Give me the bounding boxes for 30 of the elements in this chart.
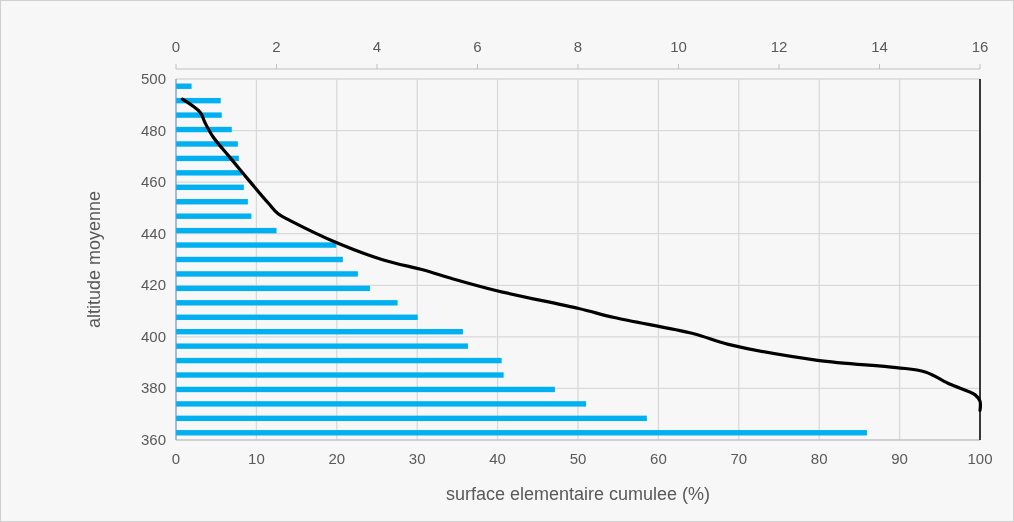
x2-tick-label: 4 xyxy=(372,38,382,55)
x2-tick-label: 10 xyxy=(670,38,687,55)
x-tick-label: 70 xyxy=(730,450,748,467)
x2-tick-label: 16 xyxy=(971,38,989,55)
x-tick-label: 40 xyxy=(489,450,506,467)
x-tick-label: 10 xyxy=(248,450,265,467)
y-tick-label: 460 xyxy=(140,173,166,191)
x-tick-label: 0 xyxy=(171,450,181,467)
x2-tick-label: 8 xyxy=(573,38,583,55)
x-axis-title: surface elementaire cumulee (%) xyxy=(445,484,711,504)
y-tick-label: 400 xyxy=(140,327,166,345)
x-tick-label: 30 xyxy=(408,450,426,467)
x2-tick-label: 2 xyxy=(272,38,281,55)
y-tick-label: 360 xyxy=(140,431,166,448)
y-tick-label: 500 xyxy=(140,70,166,87)
x2-tick-label: 6 xyxy=(473,38,482,55)
y-tick-label: 480 xyxy=(140,121,166,139)
y-tick-label: 440 xyxy=(140,224,166,242)
x2-tick-label: 14 xyxy=(871,38,888,55)
x-tick-label: 60 xyxy=(650,450,667,467)
y-tick-label: 380 xyxy=(140,379,166,397)
x-tick-label: 80 xyxy=(810,450,828,467)
x-tick-label: 90 xyxy=(891,450,908,467)
x2-tick-label: 0 xyxy=(171,38,181,55)
x2-tick-label: 12 xyxy=(770,38,788,55)
y-tick-label: 420 xyxy=(140,276,166,294)
y-axis-title: altitude moyenne xyxy=(84,190,104,329)
x-tick-label: 100 xyxy=(967,450,993,467)
x-tick-label: 20 xyxy=(328,450,346,467)
x-tick-label: 50 xyxy=(569,450,587,467)
